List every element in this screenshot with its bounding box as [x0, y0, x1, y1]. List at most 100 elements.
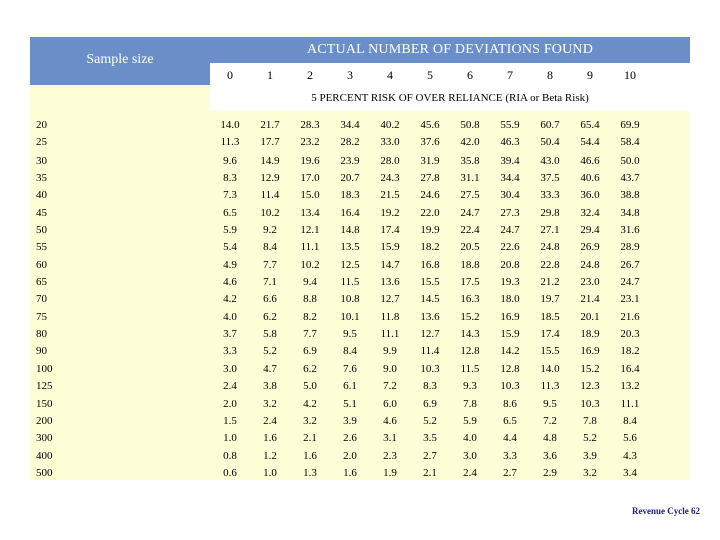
table-cell: 6.2 [263, 311, 277, 323]
table-cell: 15.9 [380, 241, 400, 253]
table-cell: 3.3 [223, 345, 237, 357]
table-cell: 19.3 [500, 276, 520, 288]
sample-size-value: 50 [36, 224, 47, 236]
table-cell: 16.4 [620, 363, 640, 375]
table-cell: 36.0 [580, 189, 600, 201]
table-cell: 14.5 [420, 293, 440, 305]
table-cell: 33.0 [380, 136, 400, 148]
table-cell: 8.8 [303, 293, 317, 305]
table-cell: 10.3 [420, 363, 440, 375]
table-cell: 5.6 [623, 432, 637, 444]
table-cell: 28.0 [380, 155, 400, 167]
table-cell: 15.5 [540, 345, 560, 357]
table-cell: 60.7 [540, 119, 560, 131]
table-cell: 14.3 [460, 328, 480, 340]
table-cell: 4.3 [623, 450, 637, 462]
table-cell: 16.9 [500, 311, 520, 323]
table-cell: 35.8 [460, 155, 480, 167]
table-cell: 14.8 [340, 224, 360, 236]
table-cell: 29.4 [580, 224, 600, 236]
table-cell: 28.9 [620, 241, 640, 253]
table-cell: 20.3 [620, 328, 640, 340]
table-cell: 11.1 [300, 241, 320, 253]
table-cell: 2.7 [503, 467, 517, 479]
table-cell: 4.6 [223, 276, 237, 288]
table-cell: 30.4 [500, 189, 520, 201]
table-cell: 20.1 [580, 311, 600, 323]
table-cell: 16.4 [340, 207, 360, 219]
table-cell: 1.0 [223, 432, 237, 444]
sample-size-value: 60 [36, 259, 47, 271]
table-cell: 6.9 [423, 398, 437, 410]
table-cell: 12.1 [300, 224, 320, 236]
table-cell: 42.0 [460, 136, 480, 148]
sample-size-value: 500 [36, 467, 53, 479]
sample-size-value: 20 [36, 119, 47, 131]
table-cell: 12.7 [380, 293, 400, 305]
table-cell: 15.2 [460, 311, 480, 323]
sample-size-header: Sample size [30, 37, 210, 85]
table-cell: 14.9 [260, 155, 280, 167]
table-cell: 20.8 [500, 259, 520, 271]
table-cell: 7.6 [343, 363, 357, 375]
column-number: 2 [307, 68, 313, 82]
table-cell: 2.0 [223, 398, 237, 410]
table-cell: 4.7 [263, 363, 277, 375]
table-cell: 3.6 [543, 450, 557, 462]
table-cell: 15.2 [580, 363, 600, 375]
table-cell: 12.5 [340, 259, 360, 271]
table-cell: 1.9 [383, 467, 397, 479]
table-cell: 34.4 [340, 119, 360, 131]
table-cell: 40.6 [580, 172, 600, 184]
table-cell: 33.3 [540, 189, 560, 201]
sample-size-value: 200 [36, 415, 53, 427]
sample-size-value: 35 [36, 172, 47, 184]
table-cell: 23.0 [580, 276, 600, 288]
table-cell: 5.2 [423, 415, 437, 427]
sample-size-value: 30 [36, 155, 47, 167]
table-cell: 16.9 [580, 345, 600, 357]
table-cell: 65.4 [580, 119, 600, 131]
table-cell: 3.2 [303, 415, 317, 427]
table-cell: 9.0 [383, 363, 397, 375]
table-cell: 21.4 [580, 293, 600, 305]
table-cell: 3.9 [343, 415, 357, 427]
table-cell: 21.7 [260, 119, 280, 131]
column-number: 8 [547, 68, 553, 82]
table-cell: 9.5 [343, 328, 357, 340]
table-cell: 32.4 [580, 207, 600, 219]
table-cell: 3.2 [263, 398, 277, 410]
table-cell: 1.3 [303, 467, 317, 479]
table-cell: 19.9 [420, 224, 440, 236]
table-cell: 8.2 [303, 311, 317, 323]
table-cell: 6.9 [303, 345, 317, 357]
table-cell: 7.8 [463, 398, 477, 410]
table-cell: 3.0 [223, 363, 237, 375]
table-cell: 0.6 [223, 467, 237, 479]
sample-size-value: 45 [36, 207, 47, 219]
deviations-title: ACTUAL NUMBER OF DEVIATIONS FOUND [306, 42, 594, 57]
table-cell: 46.6 [580, 155, 600, 167]
table-cell: 8.4 [623, 415, 637, 427]
table-cell: 28.3 [300, 119, 320, 131]
table-cell: 2.4 [263, 415, 277, 427]
column-number: 7 [507, 68, 513, 82]
table-cell: 2.0 [343, 450, 357, 462]
table-cell: 11.3 [540, 380, 560, 392]
table-cell: 58.4 [620, 136, 640, 148]
table-cell: 16.3 [460, 293, 480, 305]
table-cell: 5.2 [583, 432, 597, 444]
sample-size-value: 55 [36, 241, 47, 253]
table-cell: 3.9 [583, 450, 597, 462]
table-cell: 2.4 [463, 467, 477, 479]
table-cell: 2.6 [343, 432, 357, 444]
column-number: 9 [587, 68, 593, 82]
table-cell: 9.6 [223, 155, 237, 167]
sample-size-value: 125 [36, 380, 53, 392]
table-cell: 17.7 [260, 136, 280, 148]
table-cell: 31.9 [420, 155, 440, 167]
table-cell: 27.3 [500, 207, 520, 219]
table-cell: 7.2 [543, 415, 557, 427]
table-cell: 34.8 [620, 207, 640, 219]
table-cell: 24.8 [580, 259, 600, 271]
